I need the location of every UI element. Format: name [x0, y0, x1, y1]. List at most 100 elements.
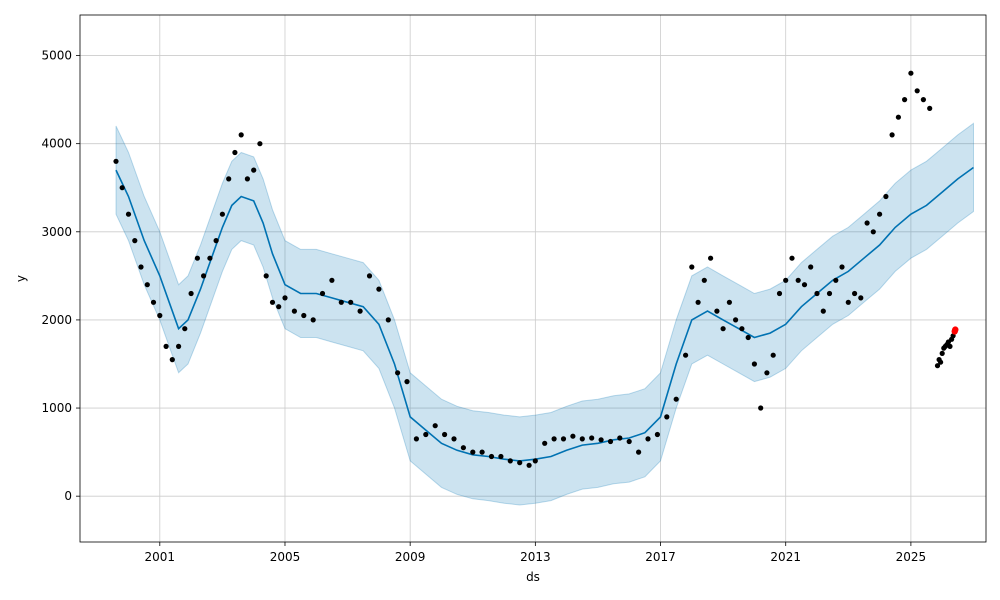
observed-point — [282, 295, 288, 301]
observed-point — [889, 132, 895, 138]
y-tick-label: 2000 — [41, 313, 72, 327]
observed-point — [348, 299, 354, 305]
observed-point — [319, 290, 326, 297]
observed-point — [902, 97, 908, 103]
observed-point — [269, 299, 276, 305]
observed-point — [673, 396, 679, 402]
observed-point — [182, 326, 188, 332]
observed-point — [423, 431, 429, 438]
observed-point — [498, 453, 504, 460]
x-tick-label: 2009 — [395, 550, 426, 564]
observed-point — [213, 238, 219, 244]
observed-point — [870, 229, 876, 235]
observed-point — [939, 350, 945, 356]
observed-point — [119, 185, 125, 191]
highlight-point — [952, 326, 959, 333]
x-tick-label: 2017 — [645, 550, 676, 564]
observed-point — [338, 299, 344, 305]
y-axis-ticks: 0 1000 2000 3000 4000 5000 — [41, 49, 80, 503]
observed-point — [814, 290, 820, 297]
observed-point — [714, 308, 720, 314]
observed-point — [385, 317, 391, 323]
observed-point — [636, 449, 642, 455]
observed-point — [404, 379, 410, 385]
observed-point — [808, 264, 814, 270]
observed-point — [683, 352, 689, 358]
observed-point — [598, 437, 604, 443]
observed-point — [726, 299, 733, 305]
observed-point — [920, 97, 927, 103]
observed-point — [745, 334, 751, 341]
y-tick-label: 4000 — [41, 137, 72, 151]
observed-point — [733, 317, 739, 323]
observed-point — [664, 414, 670, 420]
y-tick-label: 0 — [64, 489, 72, 503]
observed-point — [708, 255, 714, 261]
observed-point — [176, 343, 182, 349]
observed-point — [776, 290, 783, 297]
uncertainty-band-layer — [115, 122, 974, 506]
observed-point — [826, 290, 833, 297]
observed-point — [758, 405, 764, 411]
observed-point — [579, 436, 585, 442]
observed-point — [858, 295, 864, 301]
observed-point — [626, 438, 632, 445]
observed-point — [839, 264, 845, 270]
observed-point — [125, 211, 132, 217]
x-tick-label: 2013 — [520, 550, 551, 564]
y-axis-label: y — [14, 275, 28, 282]
observed-point — [163, 343, 169, 349]
observed-point — [883, 193, 889, 200]
observed-point — [201, 273, 207, 279]
observed-point — [207, 255, 213, 261]
observed-point — [442, 431, 448, 438]
observed-point — [908, 70, 914, 76]
observed-point — [226, 176, 232, 182]
observed-point — [720, 326, 726, 332]
y-tick-label: 3000 — [41, 225, 72, 239]
observed-point — [157, 312, 163, 319]
observed-point — [263, 273, 269, 279]
observed-point — [291, 308, 297, 314]
observed-point — [432, 423, 438, 429]
grid — [80, 15, 986, 542]
observed-point — [138, 264, 144, 270]
observed-point — [645, 436, 651, 442]
observed-point — [366, 273, 373, 279]
observed-point — [376, 286, 382, 292]
observed-point — [517, 460, 523, 466]
observed-point — [877, 211, 883, 217]
observed-point — [551, 436, 557, 442]
observed-point — [460, 445, 466, 451]
x-tick-label: 2001 — [145, 550, 176, 564]
observed-point — [695, 299, 701, 305]
observed-point — [507, 458, 513, 464]
observed-point — [542, 440, 548, 446]
x-tick-label: 2025 — [896, 550, 927, 564]
observed-point — [470, 449, 476, 455]
observed-point — [739, 326, 745, 332]
observed-point — [413, 436, 419, 442]
observed-point — [479, 449, 485, 455]
observed-point — [589, 435, 595, 441]
observed-point — [301, 312, 307, 319]
observed-point — [113, 158, 119, 164]
observed-point — [770, 352, 776, 358]
plot-frame — [79, 14, 987, 543]
observed-point — [194, 255, 200, 261]
observed-point — [701, 277, 707, 283]
highlight-points-layer — [951, 326, 959, 335]
observed-point — [654, 431, 661, 438]
observed-point — [795, 277, 801, 283]
observed-point — [895, 114, 902, 120]
observed-point — [938, 359, 944, 365]
observed-point — [852, 290, 858, 297]
x-axis-ticks: 2001 2005 2009 2013 2017 2021 2025 — [145, 542, 927, 564]
observed-point — [864, 220, 870, 226]
observed-point — [132, 238, 138, 244]
observed-point — [219, 211, 225, 217]
observed-point — [329, 277, 335, 283]
observed-point — [238, 132, 244, 138]
observed-point — [927, 105, 933, 111]
